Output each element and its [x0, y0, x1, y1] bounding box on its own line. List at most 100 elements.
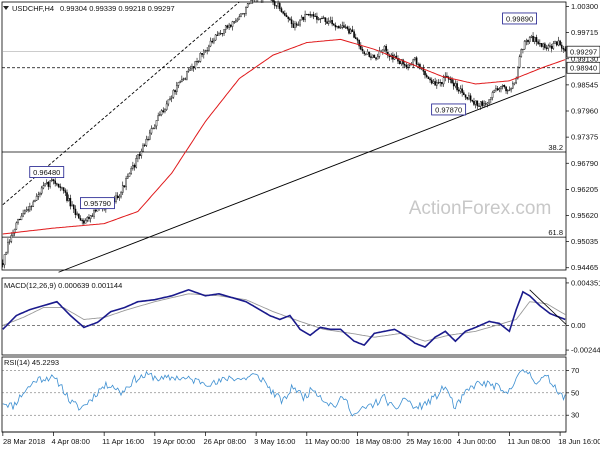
candle-body	[302, 16, 305, 20]
candle-body	[287, 16, 290, 19]
candle-body	[52, 179, 55, 182]
candle-body	[125, 178, 127, 188]
candle-body	[479, 101, 482, 107]
level-marker-label: 0.98940	[570, 63, 597, 72]
candle-body	[381, 49, 384, 53]
callout-label: 0.95790	[84, 199, 111, 208]
candle-body	[562, 48, 565, 50]
candle-body	[373, 54, 376, 58]
candle-body	[560, 44, 563, 49]
candle-body	[486, 102, 489, 105]
candle-body	[316, 15, 318, 20]
candle-body	[191, 66, 193, 70]
candle-body	[299, 19, 301, 26]
candle-body	[549, 45, 551, 47]
candle-body	[503, 84, 506, 88]
candle-body	[157, 115, 159, 121]
candle-body	[128, 173, 131, 177]
candle-body	[366, 51, 369, 55]
candle-body	[84, 220, 87, 224]
price-tick-label: 0.97960	[571, 107, 598, 116]
candle-body	[336, 26, 338, 28]
candle-body	[32, 201, 35, 207]
candle-body	[8, 241, 11, 243]
candle-body	[430, 79, 433, 84]
candle-body	[273, 1, 276, 6]
candle-body	[86, 216, 89, 221]
candle-body	[512, 83, 514, 89]
candle-body	[542, 43, 544, 47]
candle-body	[213, 39, 215, 43]
time-tick-label: 18 May 08:00	[355, 437, 400, 446]
candle-body	[184, 78, 187, 80]
fib-label: 61.8	[548, 228, 563, 237]
candle-body	[224, 25, 227, 30]
candle-body	[10, 235, 13, 242]
candle-body	[348, 28, 350, 34]
candle-body	[436, 82, 438, 86]
candle-body	[495, 88, 497, 91]
price-tick-label: 0.97375	[571, 133, 598, 142]
candle-body	[513, 82, 516, 85]
candle-body	[537, 41, 539, 44]
macd-tick-label: -0.002448	[571, 346, 600, 355]
macd-title: MACD(12,26,9) 0.000639 0.001144	[4, 281, 122, 290]
last-price-label: 0.99297	[570, 47, 597, 56]
candle-body	[197, 61, 200, 63]
candle-body	[201, 53, 203, 55]
candle-body	[57, 183, 60, 187]
candle-body	[344, 26, 347, 28]
candle-body	[468, 95, 470, 100]
candle-body	[544, 43, 546, 48]
candle-body	[25, 209, 28, 212]
candle-body	[2, 263, 4, 266]
candle-body	[294, 23, 296, 28]
candle-body	[515, 78, 517, 84]
candle-body	[405, 65, 408, 68]
candle-body	[343, 25, 345, 28]
candle-body	[76, 213, 78, 215]
candle-body	[169, 98, 171, 101]
candle-body	[42, 185, 45, 189]
candle-body	[452, 82, 455, 87]
candle-body	[145, 138, 148, 146]
collapse-triangle-icon[interactable]	[3, 6, 9, 10]
candle-body	[454, 83, 457, 87]
candle-body	[83, 220, 85, 224]
price-tick-label: 0.95035	[571, 237, 598, 246]
candle-body	[186, 70, 188, 80]
macd-line	[2, 288, 566, 349]
candle-body	[121, 185, 124, 193]
macd-trendline	[529, 289, 567, 325]
candle-body	[533, 37, 536, 42]
candle-body	[147, 138, 149, 140]
candle-body	[414, 57, 416, 60]
candle-body	[218, 33, 220, 36]
moving-average-line	[2, 38, 566, 235]
candle-body	[59, 186, 62, 188]
candle-body	[409, 64, 411, 66]
level-marker-box	[566, 61, 600, 74]
candle-body	[552, 43, 555, 49]
candle-body	[3, 254, 6, 266]
candle-body	[338, 26, 340, 29]
candle-body	[457, 89, 460, 92]
candle-body	[39, 193, 41, 195]
candle-body	[89, 215, 92, 219]
candle-body	[360, 45, 362, 50]
candle-body	[12, 233, 14, 236]
candle-body	[304, 14, 306, 20]
candle-body	[159, 114, 161, 116]
candle-body	[214, 34, 217, 41]
rsi-pane: 70 50 30	[2, 366, 579, 420]
candle-body	[209, 40, 212, 47]
candle-body	[71, 204, 73, 207]
candle-body	[22, 213, 24, 217]
candle-body	[219, 33, 222, 35]
candle-body	[427, 76, 430, 79]
candle-body	[67, 197, 70, 201]
candle-body	[523, 41, 526, 50]
candle-body	[329, 20, 332, 22]
candle-body	[319, 18, 322, 20]
